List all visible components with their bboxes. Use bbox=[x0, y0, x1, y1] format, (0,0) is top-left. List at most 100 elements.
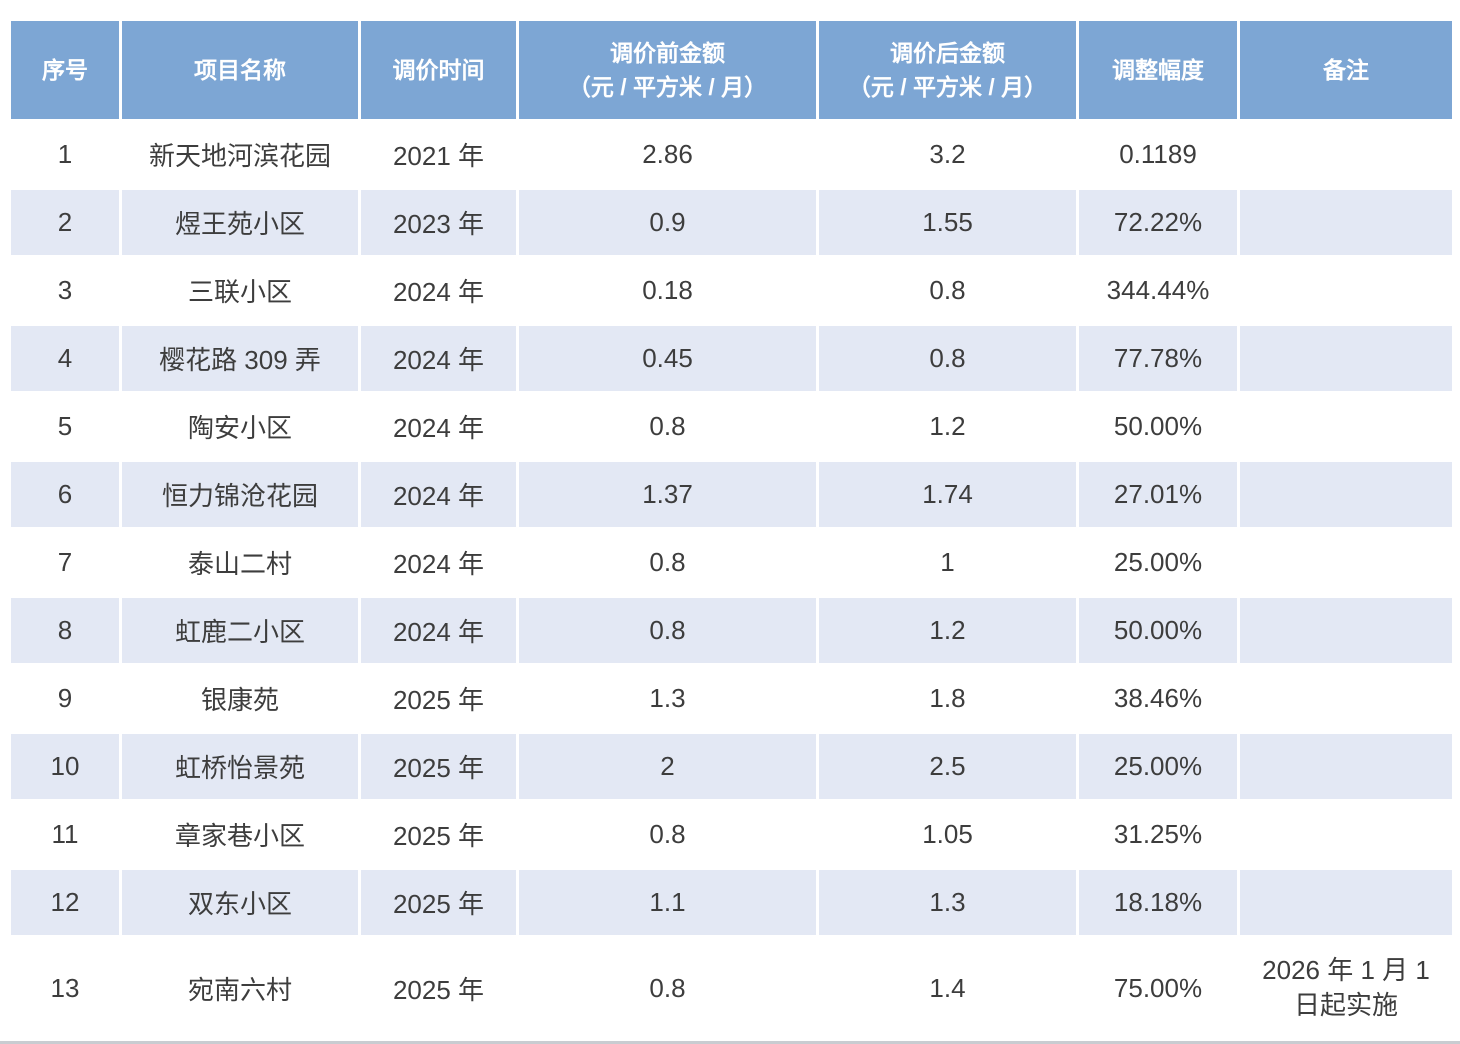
table-row: 7 泰山二村 2024 年 0.8 1 25.00% bbox=[11, 530, 1452, 595]
cell-time: 2025 年 bbox=[361, 802, 516, 867]
header-cell-no: 序号 bbox=[11, 21, 119, 119]
header-sublabel: （元 / 平方米 / 月） bbox=[567, 74, 768, 100]
cell-before: 1.1 bbox=[519, 870, 816, 935]
cell-before: 1.37 bbox=[519, 462, 816, 527]
cell-range: 27.01% bbox=[1079, 462, 1237, 527]
cell-after: 1.05 bbox=[819, 802, 1076, 867]
cell-remark bbox=[1240, 870, 1452, 935]
cell-after: 1.3 bbox=[819, 870, 1076, 935]
cell-time: 2023 年 bbox=[361, 190, 516, 255]
header-cell-name: 项目名称 bbox=[122, 21, 358, 119]
header-row: 序号 项目名称 调价时间 调价前金额 （元 / 平方米 / 月） 调价后金额 （… bbox=[11, 21, 1452, 119]
cell-no: 6 bbox=[11, 462, 119, 527]
cell-before: 2.86 bbox=[519, 122, 816, 187]
header-cell-range: 调整幅度 bbox=[1079, 21, 1237, 119]
cell-no: 3 bbox=[11, 258, 119, 323]
cell-no: 7 bbox=[11, 530, 119, 595]
cell-time: 2021 年 bbox=[361, 122, 516, 187]
cell-remark bbox=[1240, 802, 1452, 867]
cell-name: 双东小区 bbox=[122, 870, 358, 935]
cell-remark bbox=[1240, 462, 1452, 527]
cell-name: 煜王苑小区 bbox=[122, 190, 358, 255]
cell-no: 9 bbox=[11, 666, 119, 731]
cell-after: 1.8 bbox=[819, 666, 1076, 731]
cell-range: 50.00% bbox=[1079, 394, 1237, 459]
cell-name: 银康苑 bbox=[122, 666, 358, 731]
cell-after: 3.2 bbox=[819, 122, 1076, 187]
cell-remark bbox=[1240, 122, 1452, 187]
header-label: 项目名称 bbox=[194, 56, 286, 83]
header-label: 调价时间 bbox=[392, 56, 485, 83]
header-label: 序号 bbox=[42, 56, 88, 83]
header-cell-before: 调价前金额 （元 / 平方米 / 月） bbox=[519, 21, 816, 119]
table-row: 10 虹桥怡景苑 2025 年 2 2.5 25.00% bbox=[11, 734, 1452, 799]
cell-before: 0.9 bbox=[519, 190, 816, 255]
cell-name: 恒力锦沧花园 bbox=[122, 462, 358, 527]
cell-after: 1.55 bbox=[819, 190, 1076, 255]
cell-time: 2024 年 bbox=[361, 462, 516, 527]
cell-before: 2 bbox=[519, 734, 816, 799]
cell-name: 泰山二村 bbox=[122, 530, 358, 595]
cell-before: 0.8 bbox=[519, 598, 816, 663]
cell-range: 31.25% bbox=[1079, 802, 1237, 867]
header-cell-after: 调价后金额 （元 / 平方米 / 月） bbox=[819, 21, 1076, 119]
cell-range: 344.44% bbox=[1079, 258, 1237, 323]
table-row: 12 双东小区 2025 年 1.1 1.3 18.18% bbox=[11, 870, 1452, 935]
cell-remark bbox=[1240, 734, 1452, 799]
cell-no: 12 bbox=[11, 870, 119, 935]
table-row: 8 虹鹿二小区 2024 年 0.8 1.2 50.00% bbox=[11, 598, 1452, 663]
cell-remark bbox=[1240, 598, 1452, 663]
cell-remark bbox=[1240, 530, 1452, 595]
table-row: 2 煜王苑小区 2023 年 0.9 1.55 72.22% bbox=[11, 190, 1452, 255]
cell-time: 2025 年 bbox=[361, 666, 516, 731]
cell-time: 2024 年 bbox=[361, 258, 516, 323]
cell-remark bbox=[1240, 258, 1452, 323]
cell-before: 0.8 bbox=[519, 394, 816, 459]
table-row: 9 银康苑 2025 年 1.3 1.8 38.46% bbox=[11, 666, 1452, 731]
cell-range: 25.00% bbox=[1079, 530, 1237, 595]
cell-name: 新天地河滨花园 bbox=[122, 122, 358, 187]
cell-after: 0.8 bbox=[819, 258, 1076, 323]
cell-after: 0.8 bbox=[819, 326, 1076, 391]
pricing-table: 序号 项目名称 调价时间 调价前金额 （元 / 平方米 / 月） 调价后金额 （… bbox=[8, 18, 1455, 1041]
header-label: 调价后金额 bbox=[890, 39, 1005, 66]
cell-name: 宛南六村 bbox=[122, 938, 358, 1038]
cell-no: 2 bbox=[11, 190, 119, 255]
cell-time: 2024 年 bbox=[361, 530, 516, 595]
cell-name: 虹桥怡景苑 bbox=[122, 734, 358, 799]
table-row: 3 三联小区 2024 年 0.18 0.8 344.44% bbox=[11, 258, 1452, 323]
cell-range: 72.22% bbox=[1079, 190, 1237, 255]
cell-name: 章家巷小区 bbox=[122, 802, 358, 867]
cell-range: 50.00% bbox=[1079, 598, 1237, 663]
header-cell-time: 调价时间 bbox=[361, 21, 516, 119]
cell-name: 陶安小区 bbox=[122, 394, 358, 459]
cell-remark: 2026 年 1 月 1 日起实施 bbox=[1240, 938, 1452, 1038]
cell-remark bbox=[1240, 326, 1452, 391]
cell-time: 2024 年 bbox=[361, 598, 516, 663]
cell-time: 2024 年 bbox=[361, 394, 516, 459]
cell-range: 18.18% bbox=[1079, 870, 1237, 935]
cell-time: 2025 年 bbox=[361, 938, 516, 1038]
cell-no: 5 bbox=[11, 394, 119, 459]
header-cell-remark: 备注 bbox=[1240, 21, 1452, 119]
cell-name: 三联小区 bbox=[122, 258, 358, 323]
cell-remark bbox=[1240, 190, 1452, 255]
table-row: 1 新天地河滨花园 2021 年 2.86 3.2 0.1189 bbox=[11, 122, 1452, 187]
header-sublabel: （元 / 平方米 / 月） bbox=[847, 74, 1048, 100]
page-bottom-edge bbox=[0, 1041, 1460, 1044]
cell-after: 1.74 bbox=[819, 462, 1076, 527]
header-label: 备注 bbox=[1323, 56, 1369, 83]
cell-remark bbox=[1240, 394, 1452, 459]
table-row: 4 樱花路 309 弄 2024 年 0.45 0.8 77.78% bbox=[11, 326, 1452, 391]
table-row: 13 宛南六村 2025 年 0.8 1.4 75.00% 2026 年 1 月 1 日起实… bbox=[11, 938, 1452, 1038]
cell-after: 1.2 bbox=[819, 394, 1076, 459]
cell-range: 38.46% bbox=[1079, 666, 1237, 731]
cell-no: 8 bbox=[11, 598, 119, 663]
cell-before: 0.18 bbox=[519, 258, 816, 323]
cell-name: 虹鹿二小区 bbox=[122, 598, 358, 663]
cell-time: 2025 年 bbox=[361, 734, 516, 799]
cell-no: 1 bbox=[11, 122, 119, 187]
cell-before: 1.3 bbox=[519, 666, 816, 731]
table-row: 11 章家巷小区 2025 年 0.8 1.05 31.25% bbox=[11, 802, 1452, 867]
